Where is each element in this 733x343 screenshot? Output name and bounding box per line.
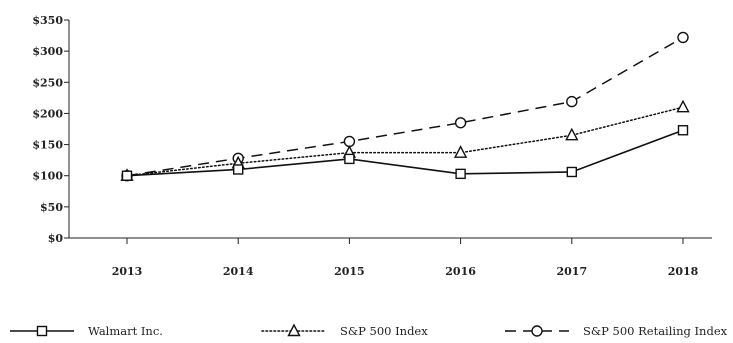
data-point [677,31,689,44]
legend-marker [36,325,48,337]
y-tick-label: $250 [32,76,63,89]
y-tick-label: $100 [32,170,63,183]
series-line [126,106,684,177]
data-point [454,117,467,129]
x-tick-label: 2014 [223,265,254,278]
series-circle [121,31,689,182]
legend-marker [287,323,301,337]
legend: Walmart Inc. S&P 500 Index S&P 500 Retaili… [10,323,728,338]
series-square [121,125,689,181]
series-triangle [120,99,690,181]
x-tick-labels: 2013 2014 2015 2016 2017 2018 [112,265,699,278]
legend-item: S&P 500 Index [261,323,428,338]
series-lines [120,31,690,182]
y-tick-labels: $0 $50 $100 $150 $200 $250 $300 $350 [32,14,63,245]
data-point [676,99,690,113]
y-tick-label: $50 [40,201,63,214]
legend-item: Walmart Inc. [10,324,163,338]
data-point [565,127,579,141]
axes [64,19,712,244]
x-tick-label: 2015 [334,265,365,278]
y-tick-label: $350 [32,14,63,27]
data-point [343,135,356,148]
x-tick-label: 2016 [445,265,476,278]
y-tick-label: $0 [48,232,64,245]
x-tick-label: 2013 [112,265,143,278]
data-point [455,168,466,180]
data-point [232,164,244,175]
y-tick-label: $200 [32,107,63,120]
data-point [677,125,689,136]
data-point [566,166,577,178]
data-point [121,170,133,181]
legend-label: S&P 500 Index [340,324,428,338]
x-tick-label: 2017 [556,265,587,278]
series-line [126,36,684,177]
legend-item: S&P 500 Retailing Index [505,324,728,338]
series-line [126,129,684,177]
y-tick-label: $150 [32,139,63,152]
y-tick-label: $300 [32,45,63,58]
data-point [566,95,578,108]
legend-marker [531,325,543,337]
legend-label: Walmart Inc. [88,324,163,338]
legend-label: S&P 500 Retailing Index [583,324,728,338]
data-point [453,145,468,158]
x-tick-label: 2018 [668,265,699,278]
data-point [344,153,355,165]
